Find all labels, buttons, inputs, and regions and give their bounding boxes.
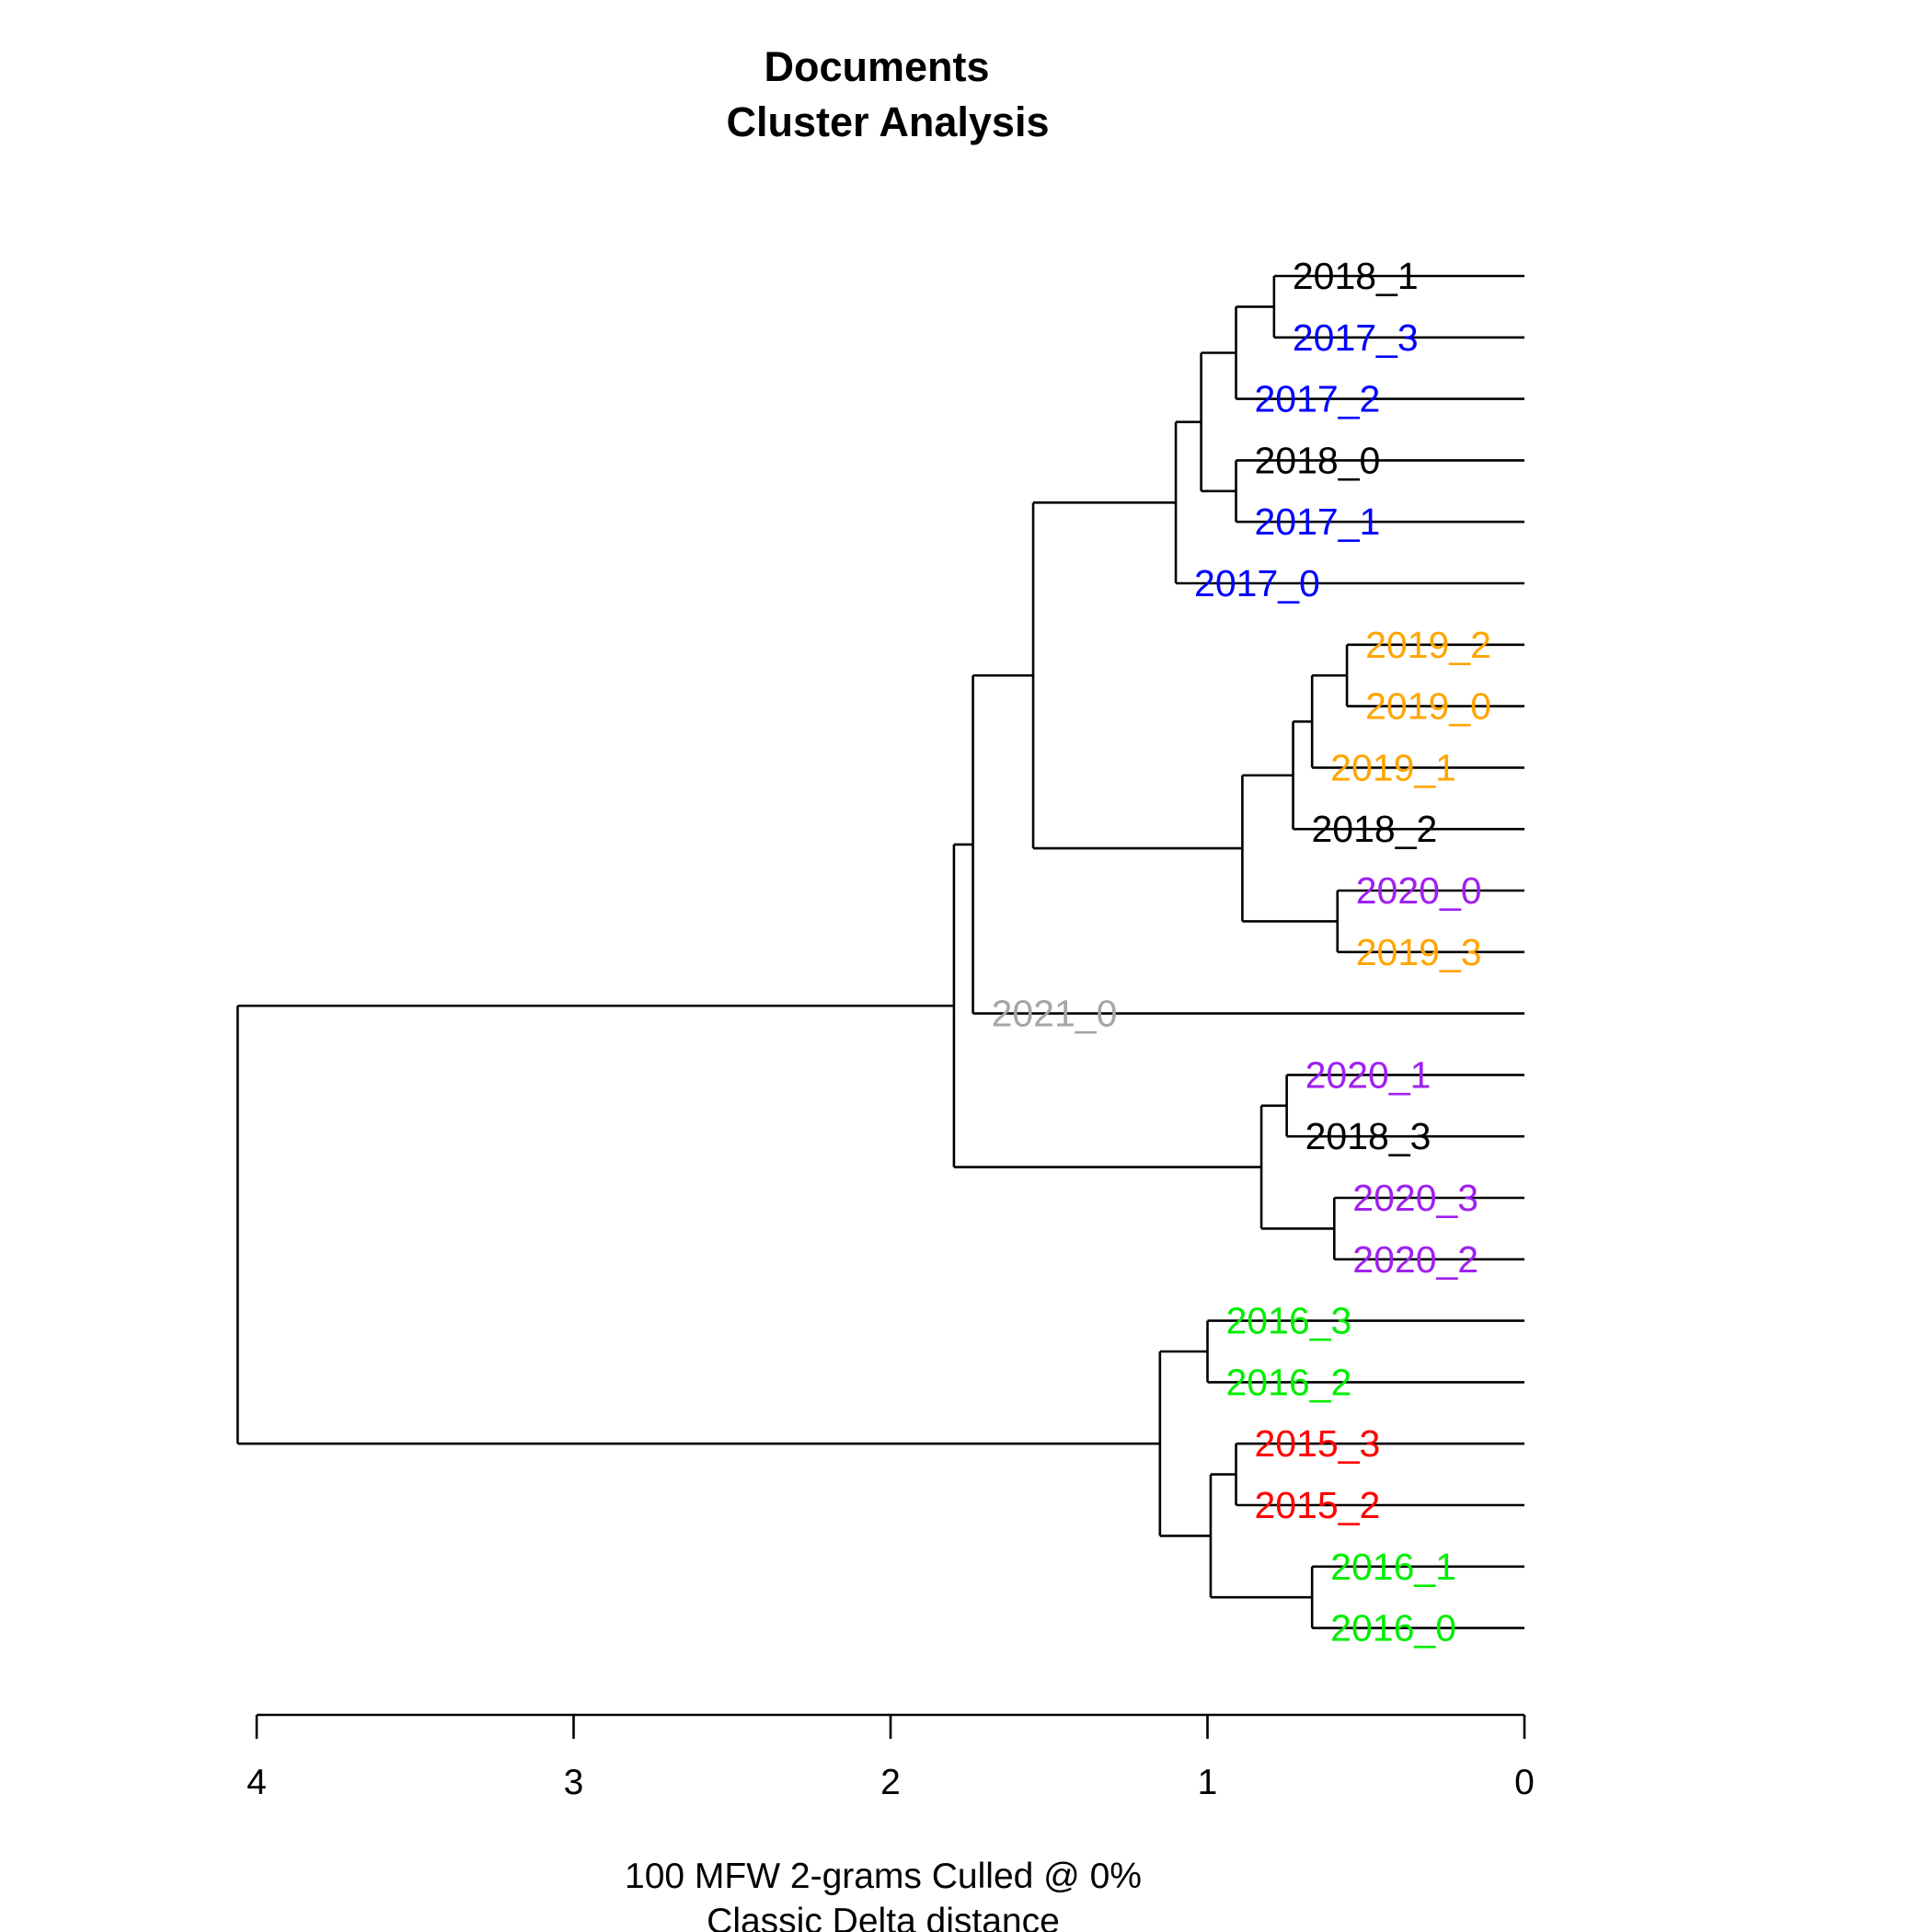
leaf-label: 2016_0 <box>1330 1607 1456 1650</box>
leaf-label: 2017_3 <box>1293 316 1419 359</box>
leaf-label: 2019_1 <box>1330 746 1456 788</box>
x-axis-tick-label: 0 <box>1514 1763 1535 1802</box>
x-axis: 4 3 2 1 0 <box>247 1713 1535 1802</box>
chart-title-line1: Documents <box>764 43 989 90</box>
leaf-label: 2016_2 <box>1226 1361 1352 1403</box>
leaf-label: 2015_2 <box>1255 1484 1381 1526</box>
chart-title-line2: Cluster Analysis <box>727 98 1050 145</box>
leaf-label: 2019_2 <box>1365 624 1491 666</box>
x-axis-ticks: 4 3 2 1 0 <box>247 1715 1535 1802</box>
x-axis-tick-label: 2 <box>880 1763 901 1802</box>
x-axis-tick-label: 4 <box>247 1763 267 1802</box>
leaf-label: 2017_2 <box>1255 378 1381 420</box>
leaf-label: 2020_1 <box>1305 1053 1432 1096</box>
leaf-label: 2018_1 <box>1293 255 1419 297</box>
x-axis-label-line2: Classic Delta distance <box>707 1902 1060 1932</box>
leaf-label: 2016_3 <box>1226 1300 1352 1342</box>
x-axis-tick-label: 3 <box>564 1763 584 1802</box>
leaf-label: 2018_3 <box>1305 1115 1432 1157</box>
leaf-label: 2016_1 <box>1330 1546 1456 1588</box>
leaf-label: 2021_0 <box>992 993 1118 1035</box>
leaf-label: 2017_1 <box>1255 500 1381 543</box>
leaf-label: 2020_0 <box>1356 869 1482 912</box>
leaf-labels: 2018_1 2017_3 2017_2 2018_0 2017_1 2017_0 2019… <box>992 255 1491 1650</box>
x-axis-tick-label: 1 <box>1198 1763 1218 1802</box>
leaf-label: 2019_3 <box>1356 931 1482 973</box>
leaf-label: 2018_0 <box>1255 439 1381 481</box>
leaf-label: 2020_2 <box>1352 1238 1478 1281</box>
leaf-label: 2015_3 <box>1255 1422 1381 1465</box>
dendrogram-branches <box>236 274 1524 1629</box>
leaf-label: 2019_0 <box>1365 685 1491 728</box>
x-axis-label-line1: 100 MFW 2-grams Culled @ 0% <box>625 1857 1142 1896</box>
leaf-label: 2018_2 <box>1312 808 1438 850</box>
leaf-label: 2017_0 <box>1194 562 1320 604</box>
leaf-label: 2020_3 <box>1352 1177 1478 1219</box>
